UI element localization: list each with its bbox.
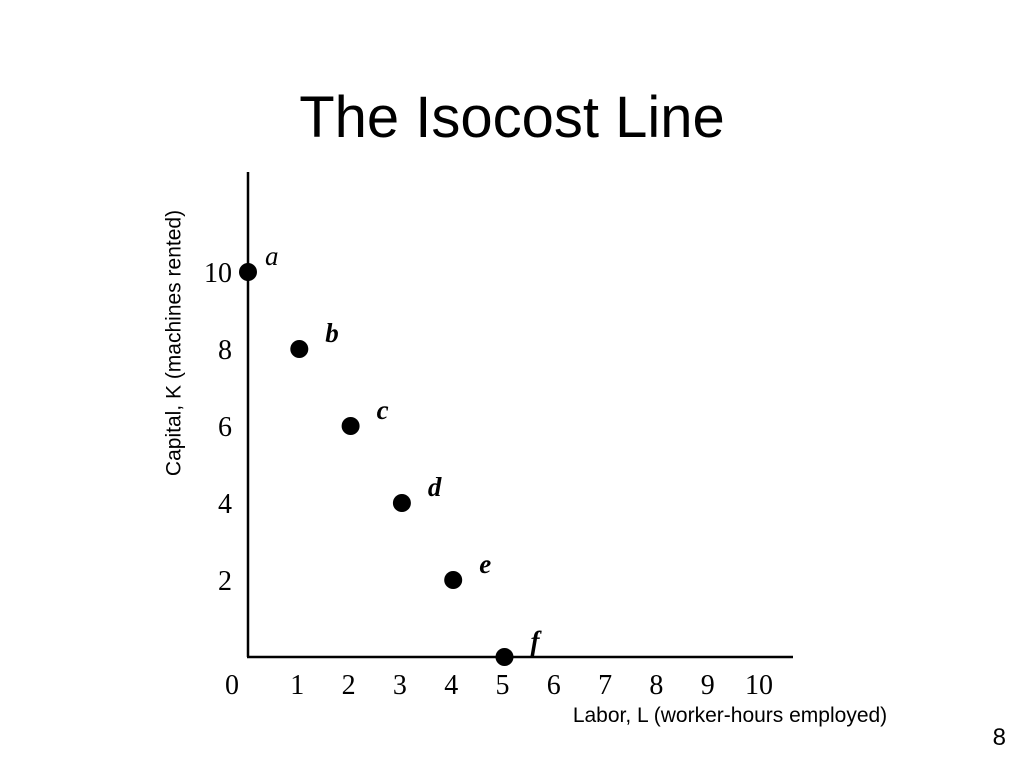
point-label-e: e [479, 549, 491, 579]
y-axis-label: Capital, K (machines rented) [163, 210, 186, 476]
x-tick-label: 8 [649, 670, 663, 701]
x-tick-labels: 0 1 2 3 4 5 6 7 8 9 10 [225, 670, 773, 701]
x-tick-label: 2 [342, 670, 356, 701]
x-tick-label: 6 [547, 670, 561, 701]
slide-title: The Isocost Line [299, 85, 725, 150]
y-tick-label: 8 [218, 335, 232, 366]
data-point-d [392, 494, 411, 512]
page-number: 8 [992, 724, 1006, 751]
point-label-d: d [428, 472, 442, 502]
data-point-c [341, 417, 360, 435]
y-tick-label: 4 [218, 489, 232, 520]
data-point-a [239, 263, 257, 281]
y-tick-labels: 2 4 6 8 10 [204, 258, 232, 597]
x-tick-label: 0 [225, 670, 239, 701]
x-tick-label: 1 [290, 670, 304, 701]
x-tick-label: 9 [701, 670, 715, 701]
x-tick-label: 3 [393, 670, 407, 701]
x-tick-label: 4 [444, 670, 458, 701]
x-tick-label: 7 [598, 670, 612, 701]
data-point-f [495, 648, 514, 666]
x-tick-label: 5 [496, 670, 510, 701]
point-label-f: f [531, 626, 543, 656]
x-axis-label: Labor, L (worker-hours employed) [573, 704, 887, 727]
data-points [239, 263, 514, 666]
y-tick-label: 10 [204, 258, 232, 289]
point-label-c: c [377, 395, 389, 425]
data-point-b [290, 340, 309, 358]
point-labels: a b c d e f [265, 241, 543, 656]
y-tick-label: 2 [218, 566, 232, 597]
data-point-e [444, 571, 463, 589]
point-label-a: a [265, 241, 279, 271]
point-label-b: b [325, 318, 339, 348]
x-tick-label: 10 [745, 670, 773, 701]
y-tick-label: 6 [218, 412, 232, 443]
